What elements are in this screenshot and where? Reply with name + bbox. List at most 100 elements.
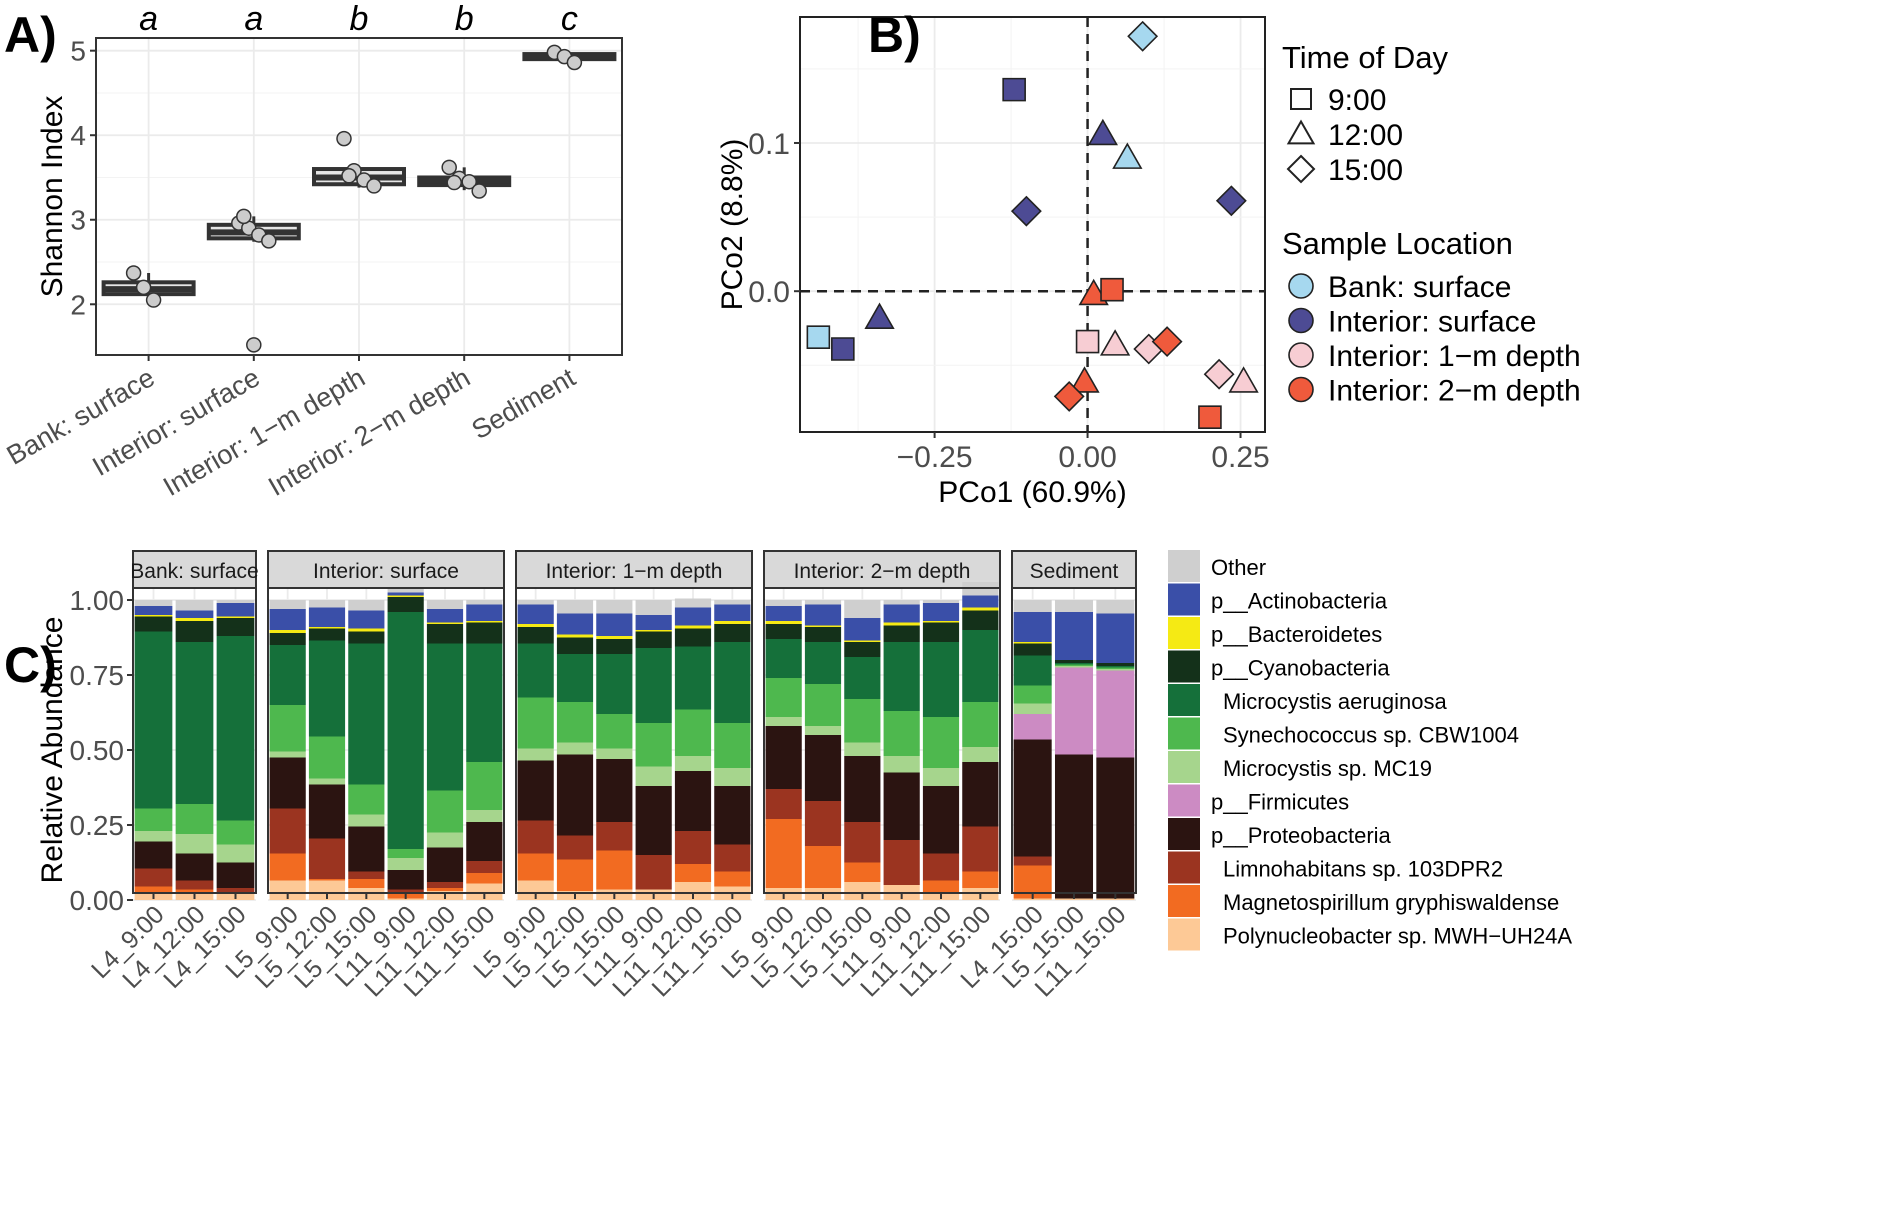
bar-segment: [1096, 667, 1135, 669]
bar-segment: [765, 621, 802, 624]
bar-segment: [883, 756, 920, 773]
bar-segment: [922, 622, 960, 642]
bar-segment: [175, 618, 214, 621]
bar-segment: [883, 642, 920, 711]
legend-shape-diamond: [1286, 154, 1316, 184]
bar-segment: [387, 898, 424, 900]
legend-label: Microcystis aeruginosa: [1223, 689, 1448, 714]
bar-segment: [765, 639, 802, 678]
y-tick-label: 0.75: [70, 660, 125, 691]
facet-border: [267, 587, 505, 894]
bar-segment: [134, 600, 173, 606]
bar-segment: [517, 853, 554, 881]
bar-segment: [962, 630, 999, 702]
bar-segment: [348, 879, 385, 888]
bar-segment: [596, 639, 633, 654]
bar-segment: [674, 831, 712, 864]
bar-segment: [517, 760, 554, 821]
bar-segment: [844, 642, 881, 657]
data-point: [246, 337, 262, 353]
legend-label: Polynucleobacter sp. MWH−UH24A: [1223, 924, 1572, 949]
bar-segment: [804, 642, 842, 684]
bar-segment: [387, 612, 424, 849]
bar-segment: [844, 882, 881, 900]
bar-segment: [1096, 670, 1135, 758]
y-tick-label: 0.25: [70, 810, 125, 841]
bar-segment: [596, 822, 633, 851]
bar-segment: [635, 630, 672, 632]
bar-segment: [426, 609, 464, 623]
bar-segment: [1054, 663, 1094, 665]
bar-segment: [596, 748, 633, 759]
legend-swatch: [1168, 818, 1200, 850]
legend-label: Limnohabitans sp. 103DPR2: [1223, 857, 1503, 882]
bar-segment: [308, 627, 346, 629]
bar-segment: [556, 742, 594, 755]
bar-segment: [674, 882, 712, 900]
bar-segment: [308, 600, 346, 608]
facet-background: [764, 588, 1000, 893]
bar-segment: [269, 645, 306, 705]
bar-segment: [466, 810, 503, 822]
y-tick-label: 0.1: [748, 128, 790, 161]
facet-border: [515, 587, 753, 894]
legend-shape-label: 15:00: [1328, 154, 1403, 187]
bar-segment: [962, 762, 999, 827]
bar-segment: [556, 754, 594, 836]
bar-segment: [466, 622, 503, 644]
scatter-point: [1099, 329, 1131, 356]
scatter-point: [1112, 142, 1143, 169]
bar-segment: [844, 756, 881, 822]
bar-segment: [426, 847, 464, 882]
bar-segment: [308, 607, 346, 627]
bar-segment: [517, 820, 554, 854]
bar-segment: [1013, 703, 1052, 714]
facet-strip-label: Interior: 2−m depth: [794, 560, 971, 583]
data-point: [441, 159, 457, 176]
bar-segment: [1013, 612, 1052, 642]
y-axis-label: Shannon Index: [36, 96, 69, 298]
bar-segment: [1013, 643, 1052, 656]
bar-segment: [714, 624, 751, 642]
bar-segment: [556, 613, 594, 635]
panel-label: A): [4, 7, 57, 63]
y-tick-label: 2: [70, 289, 86, 320]
scatter-point: [1228, 366, 1259, 393]
legend-label: Microcystis sp. MC19: [1223, 756, 1432, 781]
facet-strip: [1011, 550, 1137, 589]
panel-label: C): [4, 637, 57, 693]
bar-segment: [844, 618, 881, 641]
bar-segment: [883, 772, 920, 840]
bar-segment: [714, 844, 751, 872]
bar-segment: [962, 747, 999, 762]
bar-segment: [466, 762, 503, 810]
bar-segment: [175, 804, 214, 834]
bar-segment: [216, 616, 255, 618]
bar-segment: [517, 697, 554, 749]
bar-segment: [922, 768, 960, 786]
bar-segment: [1013, 856, 1052, 866]
bar-segment: [674, 625, 712, 629]
bar-segment: [804, 801, 842, 846]
bar-segment: [765, 726, 802, 789]
legend-swatch: [1168, 918, 1200, 951]
bar-segment: [134, 808, 173, 831]
bar-segment: [269, 853, 306, 881]
bar-segment: [962, 826, 999, 872]
legend-label: p__Proteobacteria: [1211, 823, 1392, 848]
bar-segment: [269, 600, 306, 609]
bar-segment: [269, 705, 306, 752]
bar-segment: [844, 862, 881, 882]
bar-segment: [387, 595, 424, 597]
scatter-point: [1198, 405, 1222, 429]
bar-segment: [517, 624, 554, 627]
scatter-point: [1203, 358, 1235, 390]
legend-swatch: [1168, 650, 1200, 683]
bar-segment: [517, 600, 554, 605]
bar-segment: [635, 855, 672, 890]
bar-segment: [883, 711, 920, 756]
bar-segment: [1013, 714, 1052, 740]
legend-color-swatch: [1288, 273, 1314, 299]
